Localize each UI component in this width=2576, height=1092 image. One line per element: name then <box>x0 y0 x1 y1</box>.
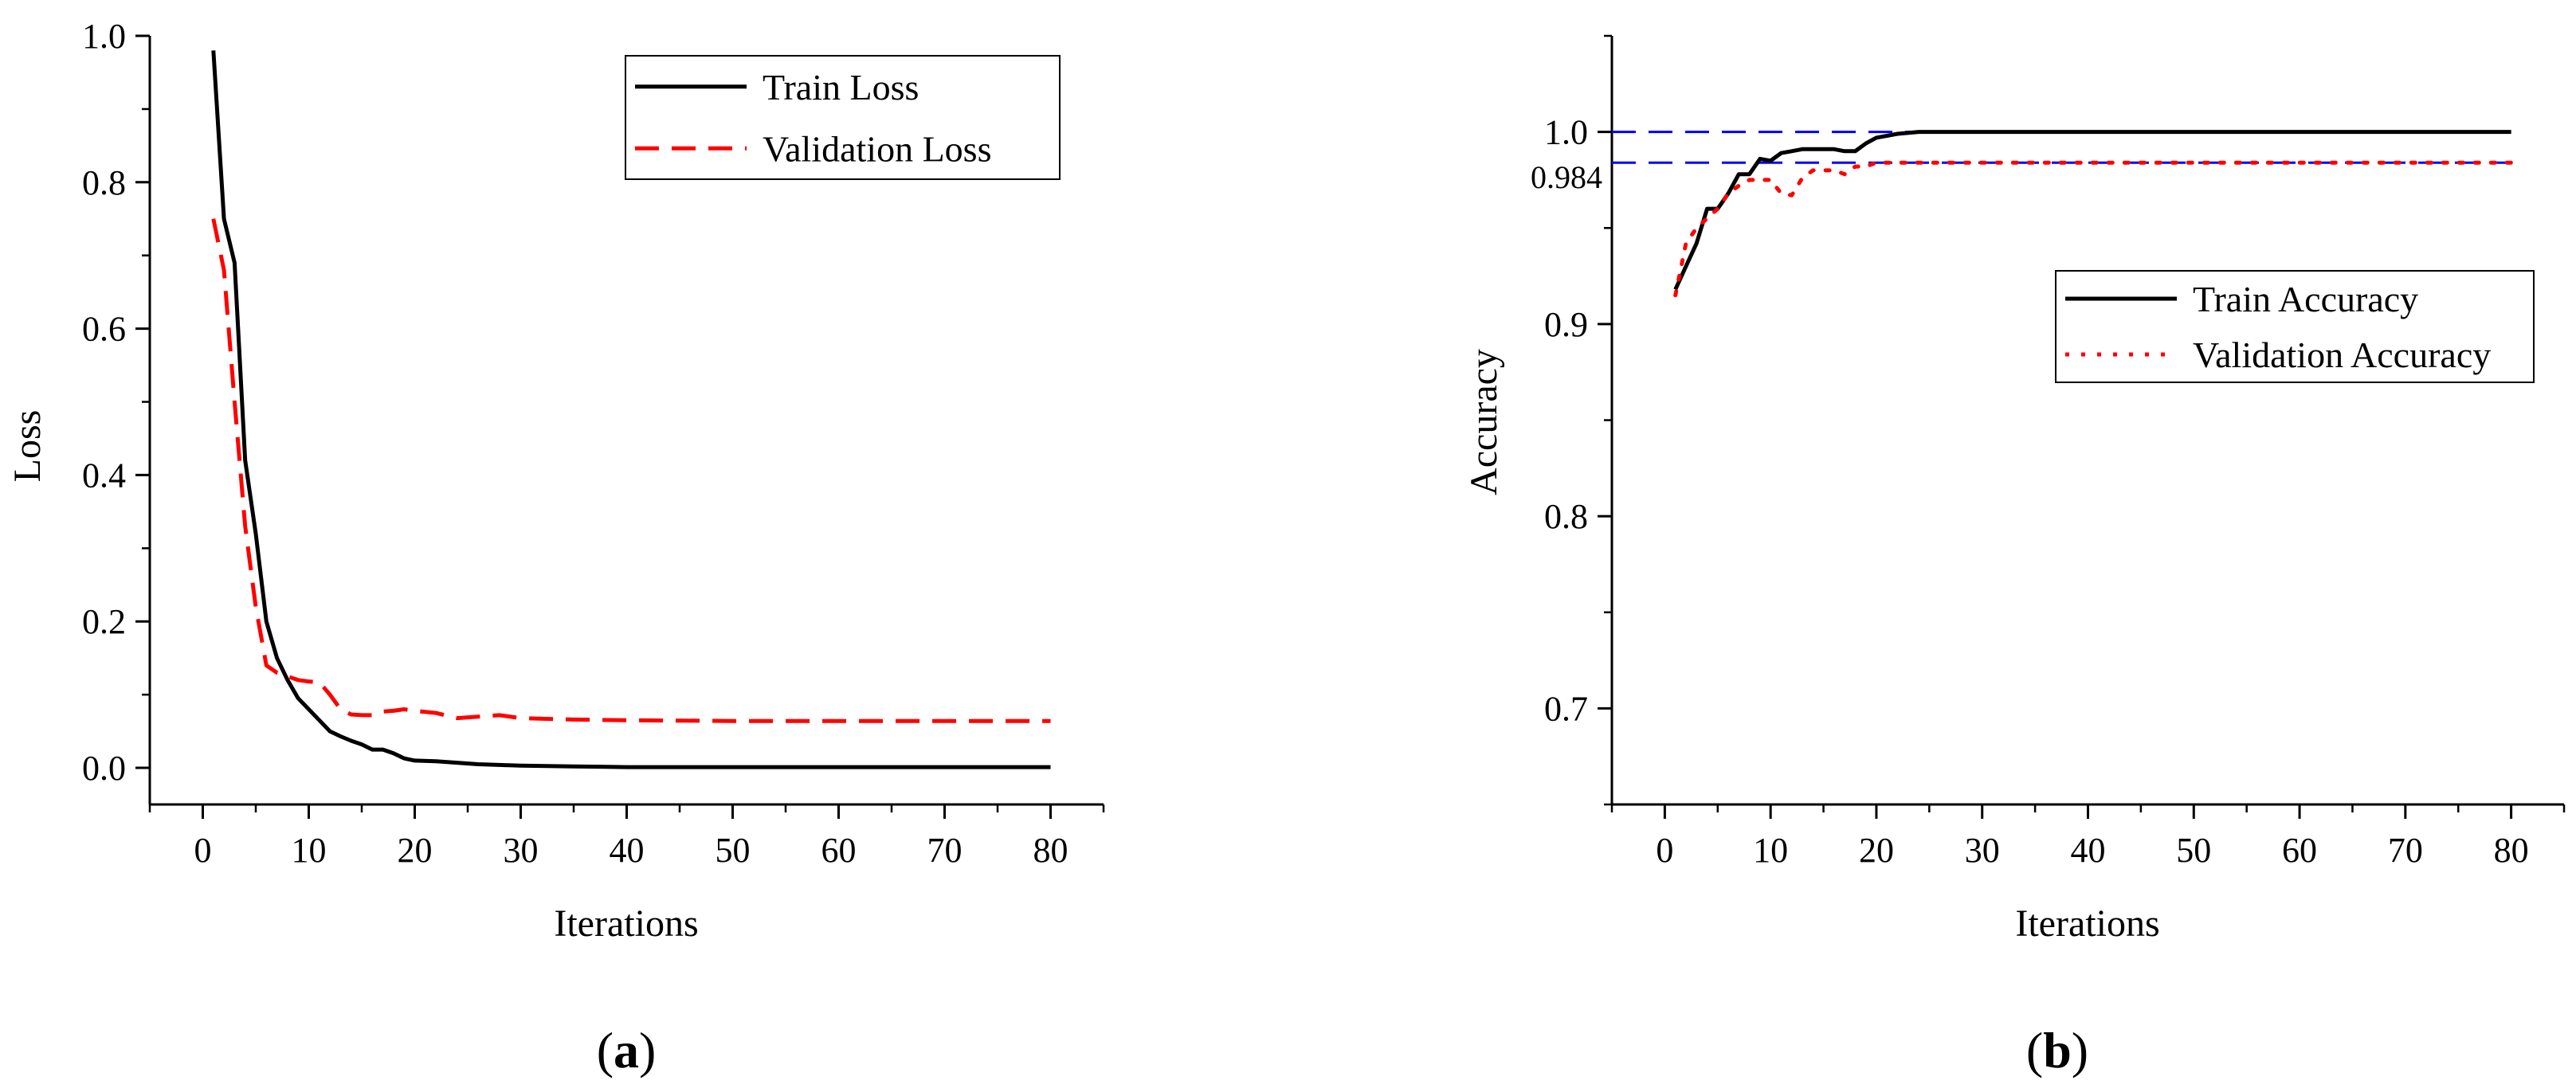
panel-label-letter: b <box>2043 1022 2072 1078</box>
x-tick-label: 30 <box>1965 831 2000 870</box>
x-tick-label: 0 <box>194 831 212 870</box>
x-tick-label: 10 <box>292 831 327 870</box>
x-tick-label: 60 <box>2282 831 2317 870</box>
legend-label: Train Accuracy <box>2193 279 2418 319</box>
panel-label-open: ( <box>597 1022 614 1078</box>
x-tick-label: 40 <box>2071 831 2106 870</box>
series-line-train-accuracy <box>1673 130 2511 291</box>
y-tick-label: 0.4 <box>82 456 126 495</box>
y-tick-label: 0.0 <box>82 749 126 788</box>
x-tick-label: 50 <box>716 831 751 870</box>
x-tick-label: 30 <box>504 831 539 870</box>
x-tick-label: 70 <box>927 831 963 870</box>
legend-box <box>2055 270 2535 383</box>
panel-label-close: ) <box>639 1022 656 1078</box>
y-tick-label: 0.7 <box>1544 689 1588 728</box>
y-tick-label: 1.0 <box>82 17 126 56</box>
series-line-train-loss <box>211 50 1051 769</box>
y-tick-label: 0.8 <box>1544 497 1588 536</box>
panel-label-letter: a <box>614 1022 639 1078</box>
x-tick-label: 70 <box>2388 831 2423 870</box>
x-tick-label: 60 <box>821 831 857 870</box>
panel-label: (a) <box>597 1022 657 1078</box>
y-tick-label: 0.8 <box>82 163 126 202</box>
x-tick-label: 20 <box>1859 831 1894 870</box>
y-tick-label: 1.0 <box>1544 113 1588 152</box>
y-axis-title: Accuracy <box>1463 349 1505 495</box>
x-tick-label: 80 <box>2494 831 2529 870</box>
y-axis-title: Loss <box>6 410 49 483</box>
x-tick-label: 40 <box>610 831 645 870</box>
legend-label: Train Loss <box>763 67 919 108</box>
panel-label: (b) <box>2026 1022 2088 1078</box>
series-line-validation-accuracy <box>1673 160 2514 298</box>
x-tick-label: 20 <box>398 831 433 870</box>
legend-box <box>625 55 1061 180</box>
panel-label-close: ) <box>2072 1022 2088 1078</box>
chart-panel-b: 0 10 20 30 40 50 60 70 80 0.7 0.8 0.9 1.0 0.984 Train … <box>1463 34 2566 1078</box>
legend-label: Validation Accuracy <box>2193 335 2491 375</box>
series-line-validation-loss <box>211 218 1051 723</box>
chart-panel-a: 0 10 20 30 40 50 60 70 80 0.0 0.2 0.4 0.6 0.8 1.0 Train… <box>6 17 1105 1078</box>
x-tick-label: 80 <box>1033 831 1068 870</box>
legend-label: Validation Loss <box>763 128 991 169</box>
x-tick-label: 0 <box>1656 831 1673 870</box>
panel-label-open: ( <box>2026 1022 2043 1078</box>
y-tick-label: 0.9 <box>1544 305 1588 344</box>
x-tick-label: 10 <box>1753 831 1788 870</box>
x-axis-title: Iterations <box>554 902 698 945</box>
x-tick-label: 50 <box>2176 831 2211 870</box>
x-axis-title: Iterations <box>2015 902 2159 945</box>
y-tick-label: 0.2 <box>82 602 126 641</box>
y-tick-label: 0.6 <box>82 310 126 349</box>
reference-line-label: 0.984 <box>1531 159 1602 195</box>
